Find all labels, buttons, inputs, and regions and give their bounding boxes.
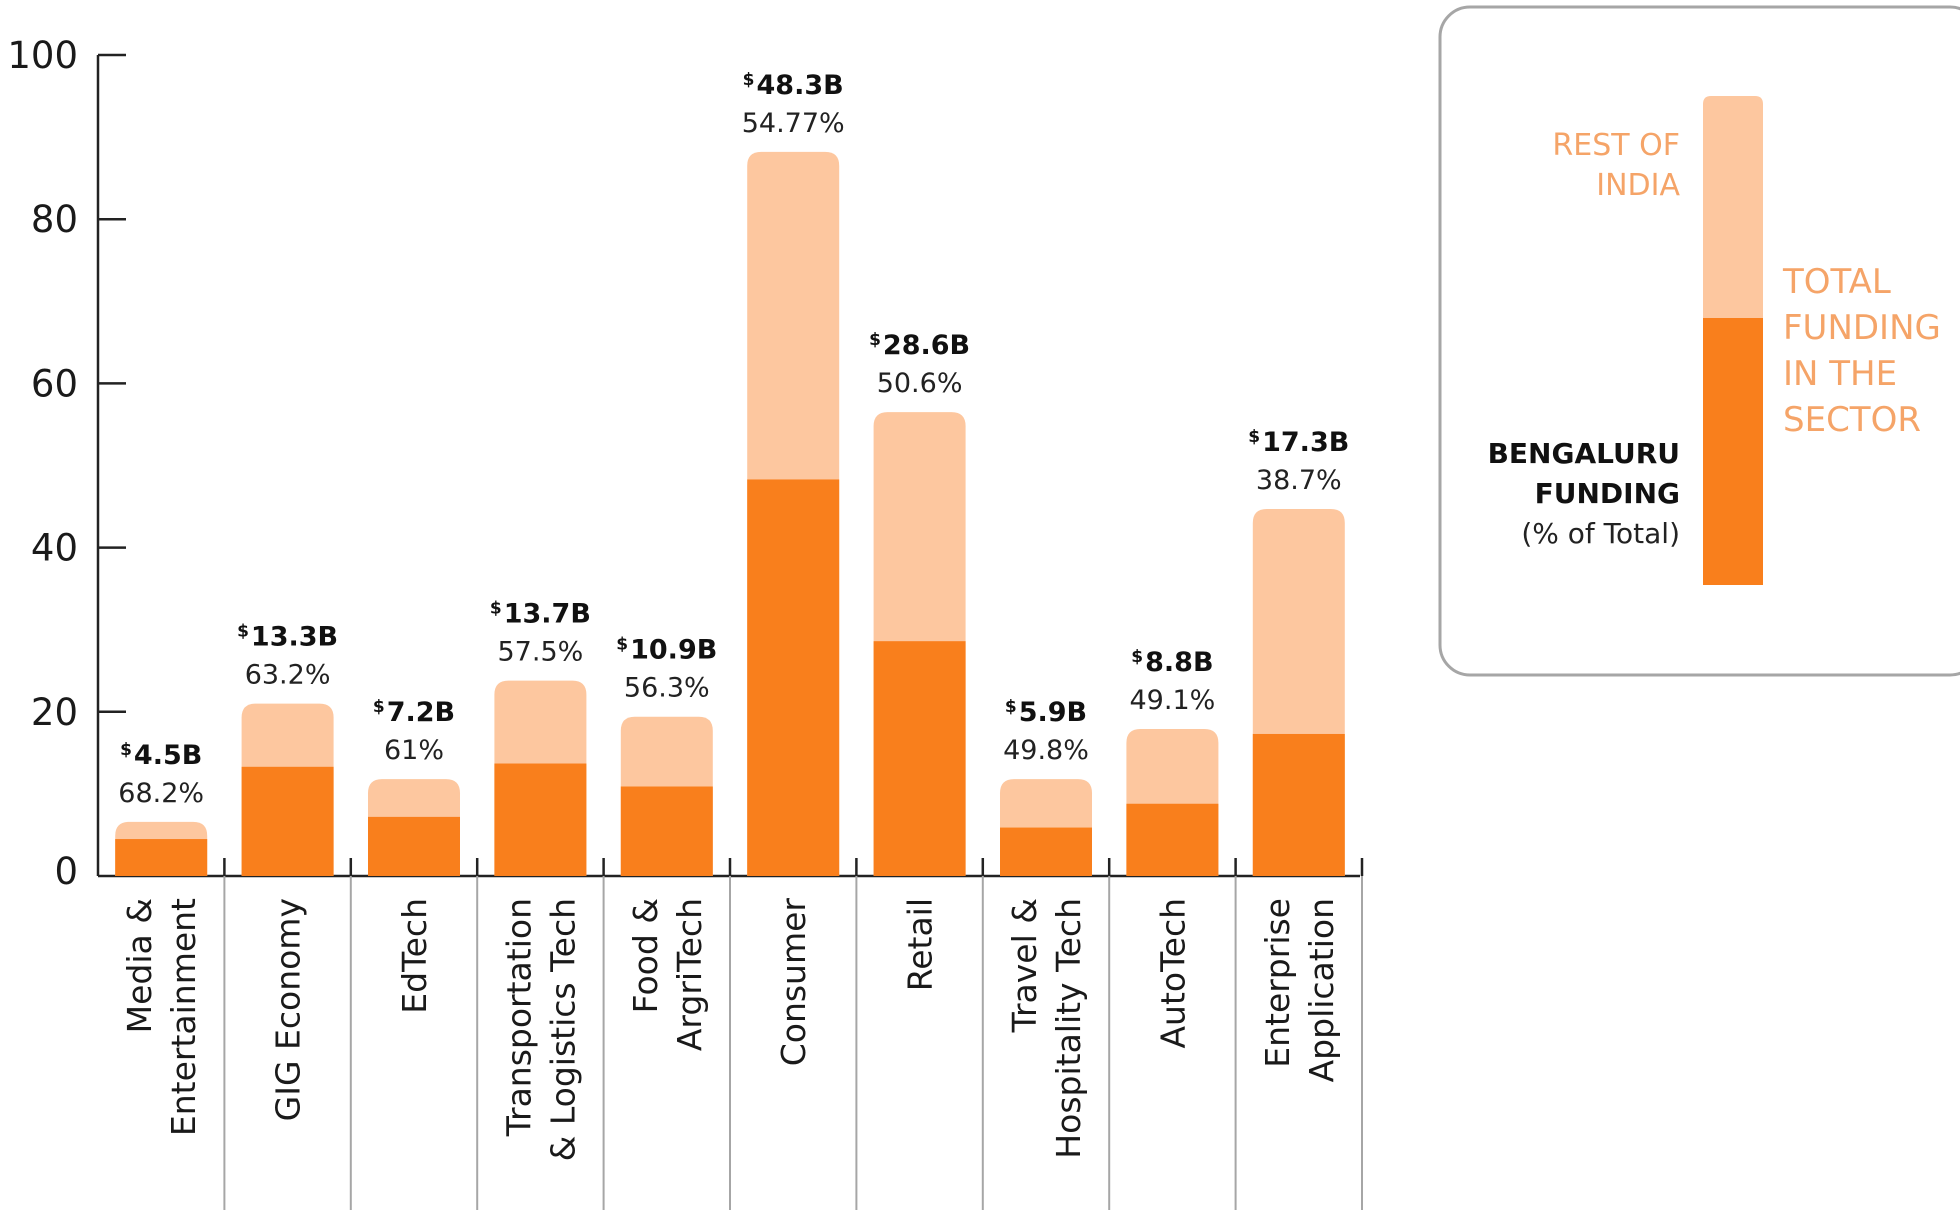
category-label-line: Travel &	[1005, 898, 1044, 1033]
bar-percent-label: 68.2%	[118, 778, 204, 809]
category-label: Transportation & Logistics Tech	[499, 898, 582, 1161]
y-tick-label: 80	[31, 198, 78, 241]
category-label-line: Consumer	[774, 898, 813, 1067]
bar-percent-label: 54.77%	[742, 108, 845, 139]
legend-bengaluru-sub-label: (% of Total)	[1521, 517, 1680, 550]
category-label: Food & ArgriTech	[626, 898, 709, 1051]
bar-amount-label: $10.9B	[616, 635, 717, 666]
category-label-line: Application	[1302, 898, 1341, 1082]
bars	[115, 151, 1345, 877]
legend-swatch-rest-of-india	[1703, 96, 1763, 318]
axes: 0 20 40 60 80 100	[7, 34, 1364, 1210]
category-label-line: Hospitality Tech	[1049, 898, 1088, 1159]
bar-amount-label: $4.5B	[120, 740, 202, 771]
bar-percent-label: 38.7%	[1256, 465, 1342, 496]
bar-amount-label: $5.9B	[1005, 697, 1087, 728]
y-tick-label: 0	[54, 850, 78, 893]
category-label-line: Transportation	[499, 898, 538, 1137]
y-tick-label: 60	[31, 362, 78, 405]
y-tick-label: 100	[7, 34, 78, 77]
category-label-line: Enterprise	[1258, 898, 1297, 1068]
category-label: Retail	[901, 898, 940, 991]
bar-percent-label: 49.1%	[1130, 685, 1216, 716]
y-tick-label: 40	[31, 527, 78, 570]
legend-total-funding-label: FUNDING	[1783, 308, 1941, 348]
category-label: GIG Economy	[269, 898, 308, 1121]
bar-bengaluru	[620, 786, 713, 876]
bar-percent-label: 56.3%	[624, 673, 710, 704]
legend-swatch-bengaluru	[1703, 318, 1763, 585]
bar-percent-label: 50.6%	[877, 368, 963, 399]
category-labels: Media & Entertainment GIG Economy EdTech Tra…	[120, 898, 1341, 1162]
category-label-line: AutoTech	[1153, 898, 1192, 1049]
legend-rest-of-india-label: REST OF	[1552, 128, 1680, 163]
category-label: Travel & Hospitality Tech	[1005, 898, 1088, 1159]
legend-box	[1438, 5, 1960, 677]
legend-rest-of-india-label: INDIA	[1596, 168, 1680, 203]
bar-amount-label: $13.3B	[237, 622, 338, 653]
bar-percent-label: 63.2%	[245, 660, 331, 691]
bar-amount-label: $48.3B	[743, 70, 844, 101]
category-label-line: ArgriTech	[670, 898, 709, 1051]
legend: REST OF INDIA TOTAL FUNDING IN THE SECTOR BENG…	[1438, 5, 1960, 677]
category-label-line: Media &	[120, 898, 159, 1033]
category-label: Enterprise Application	[1258, 898, 1341, 1082]
bar-bengaluru	[747, 479, 840, 876]
legend-total-funding-label: IN THE	[1783, 354, 1897, 394]
bar-bengaluru	[494, 763, 587, 876]
category-label-line: GIG Economy	[269, 898, 308, 1121]
category-label-line: & Logistics Tech	[543, 898, 582, 1161]
category-label-line: Retail	[901, 898, 940, 991]
legend-bengaluru-label: FUNDING	[1535, 477, 1680, 510]
bar-amount-label: $8.8B	[1131, 647, 1213, 678]
category-label: Media & Entertainment	[120, 898, 203, 1136]
bar-bengaluru	[1000, 827, 1092, 876]
bar-bengaluru	[1126, 803, 1219, 876]
category-label: Consumer	[774, 898, 813, 1067]
legend-total-funding-label: SECTOR	[1783, 400, 1921, 440]
bar-bengaluru	[115, 839, 208, 876]
category-label: EdTech	[395, 898, 434, 1014]
bar-bengaluru	[368, 816, 460, 876]
category-label-line: Food &	[626, 898, 665, 1013]
category-label: AutoTech	[1153, 898, 1192, 1049]
legend-bengaluru-label: BENGALURU	[1488, 437, 1680, 470]
y-tick-label: 20	[31, 691, 78, 734]
bar-labels: $4.5B 68.2% $13.3B 63.2% $7.2B 61% $13.7B 57.5%…	[118, 70, 1349, 809]
bar-percent-label: 61%	[384, 735, 444, 766]
bar-amount-label: $17.3B	[1248, 427, 1349, 458]
bar-amount-label: $13.7B	[490, 599, 591, 630]
legend-total-funding-label: TOTAL	[1782, 262, 1891, 302]
category-label-line: EdTech	[395, 898, 434, 1014]
bar-percent-label: 57.5%	[498, 637, 584, 668]
bar-bengaluru	[1252, 733, 1345, 876]
category-label-line: Entertainment	[164, 898, 203, 1136]
bar-bengaluru	[241, 766, 334, 876]
bar-amount-label: $7.2B	[373, 697, 455, 728]
bar-bengaluru	[873, 641, 966, 876]
bar-amount-label: $28.6B	[869, 330, 970, 361]
bar-percent-label: 49.8%	[1003, 735, 1089, 766]
